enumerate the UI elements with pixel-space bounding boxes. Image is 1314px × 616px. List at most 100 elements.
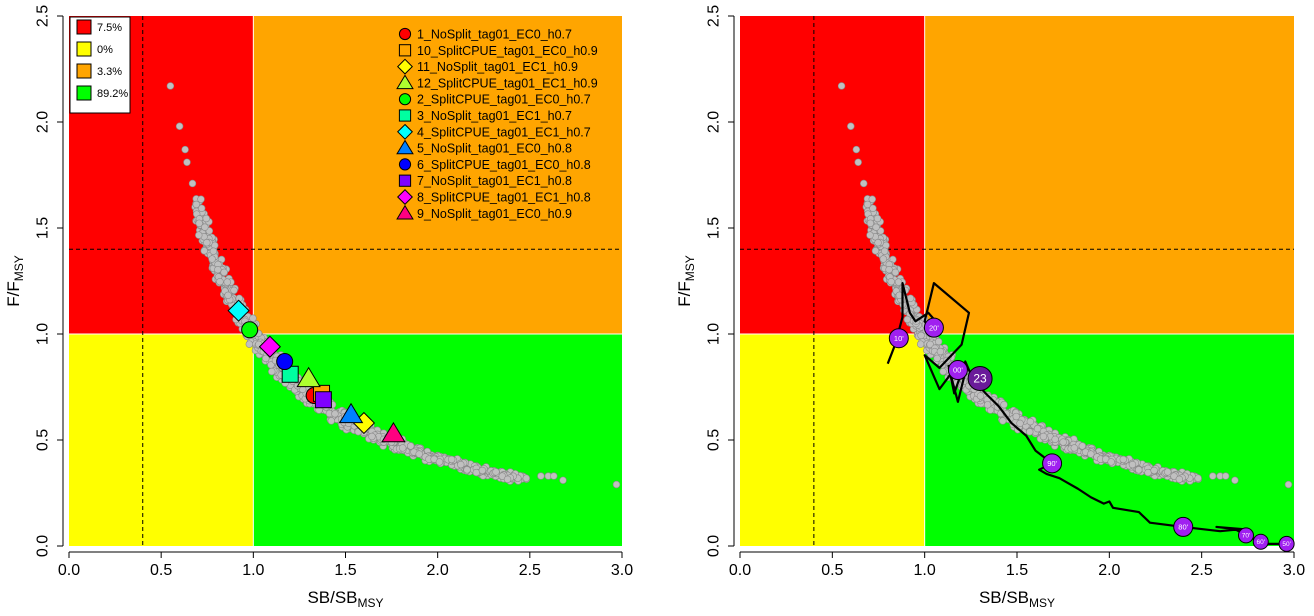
zone-legend-label: 0%: [97, 44, 113, 56]
cloud-point: [1107, 458, 1115, 466]
cloud-point: [874, 238, 882, 247]
cloud-point: [880, 247, 889, 255]
legend-marker: [397, 123, 413, 140]
series-legend-label: 11_NoSplit_tag01_EC1_h0.9: [417, 60, 578, 74]
cloud-point: [1144, 468, 1152, 477]
cloud-point: [837, 82, 846, 90]
cloud-point: [192, 200, 201, 209]
cloud-point: [457, 460, 465, 469]
cloud-point: [926, 340, 934, 349]
legend-marker: [398, 93, 412, 106]
x-tick-label: 2.5: [519, 562, 541, 579]
y-tick-label: 1.0: [706, 323, 723, 345]
zone-rect: [740, 334, 925, 546]
zone-legend-swatch: [76, 19, 92, 35]
cloud-point: [863, 200, 872, 209]
cloud-point: [847, 122, 855, 130]
axes: 0.0 0.5 1.0 1.5 2.0 2.5 3.0 0.0 0.5 1.0 1.5 2.0 2.5 S…: [4, 5, 633, 610]
year-marker: [1173, 516, 1194, 537]
cloud-point: [1051, 435, 1059, 444]
y-axis-label: F/FMSY: [4, 255, 26, 307]
cloud-point: [188, 179, 197, 188]
cloud-point: [1000, 400, 1008, 409]
year-marker: [888, 328, 909, 349]
cloud-point: [220, 268, 228, 277]
legend-marker: [398, 27, 412, 41]
cloud-point: [398, 444, 407, 452]
year-marker: [967, 366, 993, 392]
cloud-point: [917, 331, 925, 340]
series-legend-label: 7_NoSplit_tag01_EC1_h0.8: [417, 174, 572, 188]
cloud-point: [869, 204, 877, 212]
cloud-point: [463, 466, 471, 474]
y-tick-label: 2.5: [35, 5, 52, 27]
x-tick-label: 0.0: [58, 562, 80, 579]
year-label: 80': [1178, 523, 1188, 532]
legend-marker: [397, 58, 413, 75]
zone-rect: [253, 16, 623, 334]
cloud-point: [1087, 450, 1095, 458]
y-tick-label: 1.5: [35, 217, 52, 239]
cloud-point: [885, 265, 893, 274]
series-legend-label: 8_SplitCPUE_tag01_EC1_h0.8: [417, 191, 591, 205]
cloud-point: [559, 476, 567, 484]
legend-marker: [398, 109, 412, 122]
x-axis-label: SB/SBMSY: [307, 588, 383, 610]
cloud-point: [1175, 475, 1184, 484]
cloud-point: [183, 158, 191, 166]
x-tick-label: 1.5: [1006, 562, 1028, 579]
cloud-point: [976, 392, 985, 400]
cloud-point: [873, 214, 882, 223]
series-legend-label: 10_SplitCPUE_tag01_EC0_h0.9: [417, 44, 598, 58]
cloud-point: [936, 347, 945, 356]
series-legend-label: 4_SplitCPUE_tag01_EC1_h0.7: [417, 125, 591, 139]
cloud-point: [224, 291, 232, 299]
zone-legend-label: 89.2%: [97, 88, 128, 100]
cloud-point: [327, 417, 336, 425]
cloud-point: [1284, 480, 1293, 489]
series-markers: [227, 299, 406, 443]
zone-legend-label: 3.3%: [97, 66, 122, 78]
cloud-point: [223, 278, 231, 286]
cloud-point: [1209, 472, 1217, 480]
cloud-point: [181, 145, 189, 154]
cloud-point: [871, 247, 880, 255]
cloud-point: [201, 223, 209, 231]
cloud-point: [197, 204, 206, 212]
y-tick-label: 1.5: [706, 217, 723, 239]
year-label: 20': [929, 323, 939, 332]
cloud-point: [860, 179, 868, 188]
cloud-point: [216, 278, 224, 286]
y-tick-label: 2.0: [35, 111, 52, 133]
legend-marker: [398, 158, 412, 171]
cloud-point: [903, 315, 912, 324]
legend-marker: [396, 139, 414, 155]
cloud-point: [916, 340, 925, 348]
cloud-point: [195, 219, 203, 227]
series-point-4_SplitCPUE_tag01_EC1_h0.7: [227, 299, 250, 322]
series-point-8_SplitCPUE_tag01_EC1_h0.8: [258, 335, 282, 358]
cloud-point: [1012, 412, 1020, 421]
cloud-point: [1078, 442, 1086, 450]
year-marker: [1237, 527, 1254, 544]
cloud-point: [435, 458, 444, 466]
series-point-2_SplitCPUE_tag01_EC0_h0.7: [241, 321, 259, 339]
series-point-7_NoSplit_tag01_EC1_h0.8: [314, 391, 332, 409]
cloud-point: [1221, 472, 1230, 480]
x-axis-label: SB/SBMSY: [979, 588, 1055, 610]
cloud-point: [854, 158, 862, 166]
cloud-point: [1135, 466, 1143, 474]
cloud-point: [1231, 476, 1239, 484]
series-legend-label: 9_NoSplit_tag01_EC0_h0.9: [417, 207, 572, 221]
zone-rect: [924, 334, 1294, 546]
cloud-point: [200, 247, 208, 255]
cloud-point: [852, 145, 861, 154]
y-tick-label: 0.0: [706, 535, 723, 557]
panel-left: 0.0 0.5 1.0 1.5 2.0 2.5 3.0 0.0 0.5 1.0 1.5 2.0 2.5 S…: [4, 5, 633, 610]
cloud-point: [447, 455, 456, 464]
cloud-point: [503, 475, 512, 484]
year-label: 50': [1282, 541, 1290, 548]
zone-rect: [924, 16, 1294, 334]
cloud-point: [983, 401, 992, 409]
